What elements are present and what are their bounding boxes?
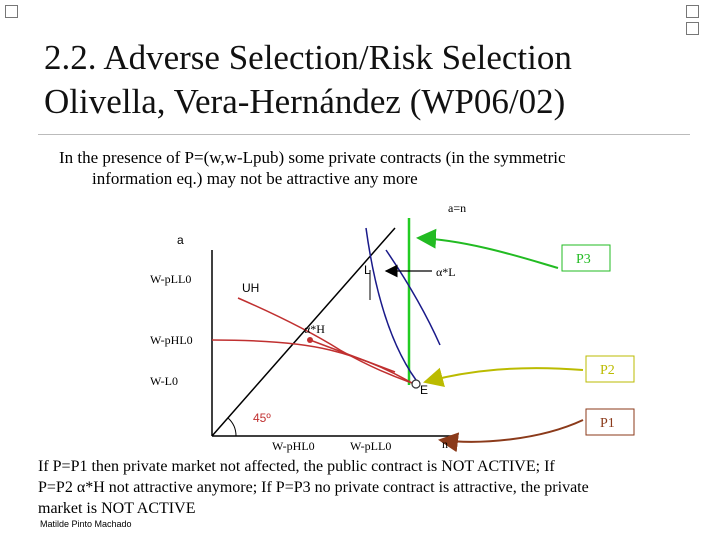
conclusion-line-2: P=P2 α*H not attractive anymore; If P=P3…: [38, 479, 589, 496]
alpha-h-label: α*H: [304, 322, 325, 336]
p2-arrow: [423, 367, 584, 388]
p3-arrow: [416, 228, 559, 269]
author-footer: Matilde Pinto Machado: [40, 519, 132, 529]
title-line-1: 2.2. Adverse Selection/Risk Selection: [44, 38, 572, 77]
y-tick-w-ph-l0: W-pHL0: [150, 333, 193, 347]
point-e-label: E: [420, 383, 428, 397]
corner-square-top-right-1: [686, 5, 699, 18]
label-a-equals-n: a=n: [448, 201, 466, 215]
alpha-h-point: [307, 337, 313, 343]
intro-line-2: information eq.) may not be attractive a…: [92, 169, 418, 188]
blue-curve-steep: [365, 227, 417, 381]
red-curve-middle: [309, 339, 396, 373]
p1-arrow: [438, 419, 584, 453]
x-tick-w-ph-l0: W-pHL0: [272, 439, 315, 453]
title-line-2: Olivella, Vera-Hernández (WP06/02): [44, 82, 566, 121]
point-l-label: L: [364, 263, 371, 277]
y-axis-label: a: [177, 233, 184, 247]
point-e-marker: [411, 379, 421, 389]
x-tick-w-pl-l0: W-pLL0: [350, 439, 391, 453]
p1-box: [585, 408, 635, 436]
alpha-l-label: α*L: [436, 265, 456, 279]
title-divider: [38, 134, 690, 135]
red-curve-lower: [211, 339, 413, 384]
corner-square-top-left: [5, 5, 18, 18]
y-tick-w-l0: W-L0: [150, 374, 178, 388]
slide-title: 2.2. Adverse Selection/Risk Selection Ol…: [44, 36, 704, 124]
intro-line-1: In the presence of P=(w,w-Lpub) some pri…: [59, 148, 566, 167]
p3-label: P3: [576, 252, 591, 267]
intro-text: In the presence of P=(w,w-Lpub) some pri…: [59, 147, 699, 189]
blue-curve-outer: [385, 249, 441, 346]
diagonal-45-line: [211, 227, 396, 437]
red-curve-upper: [237, 297, 413, 384]
y-tick-w-pl-l0: W-pLL0: [150, 272, 191, 286]
p2-label: P2: [600, 363, 615, 378]
p2-box: [585, 355, 635, 383]
conclusion-text: If P=P1 then private market not affected…: [38, 456, 688, 519]
angle-arc: [227, 417, 237, 437]
p1-label: P1: [600, 416, 615, 431]
p3-box: [561, 244, 611, 272]
conclusion-line-3: market is NOT ACTIVE: [38, 500, 196, 517]
angle-label: 45º: [253, 411, 271, 425]
conclusion-line-1: If P=P1 then private market not affected…: [38, 458, 555, 475]
curve-uh-label: UH: [242, 281, 259, 295]
corner-square-top-right-2: [686, 22, 699, 35]
x-tick-n: n: [442, 437, 448, 451]
